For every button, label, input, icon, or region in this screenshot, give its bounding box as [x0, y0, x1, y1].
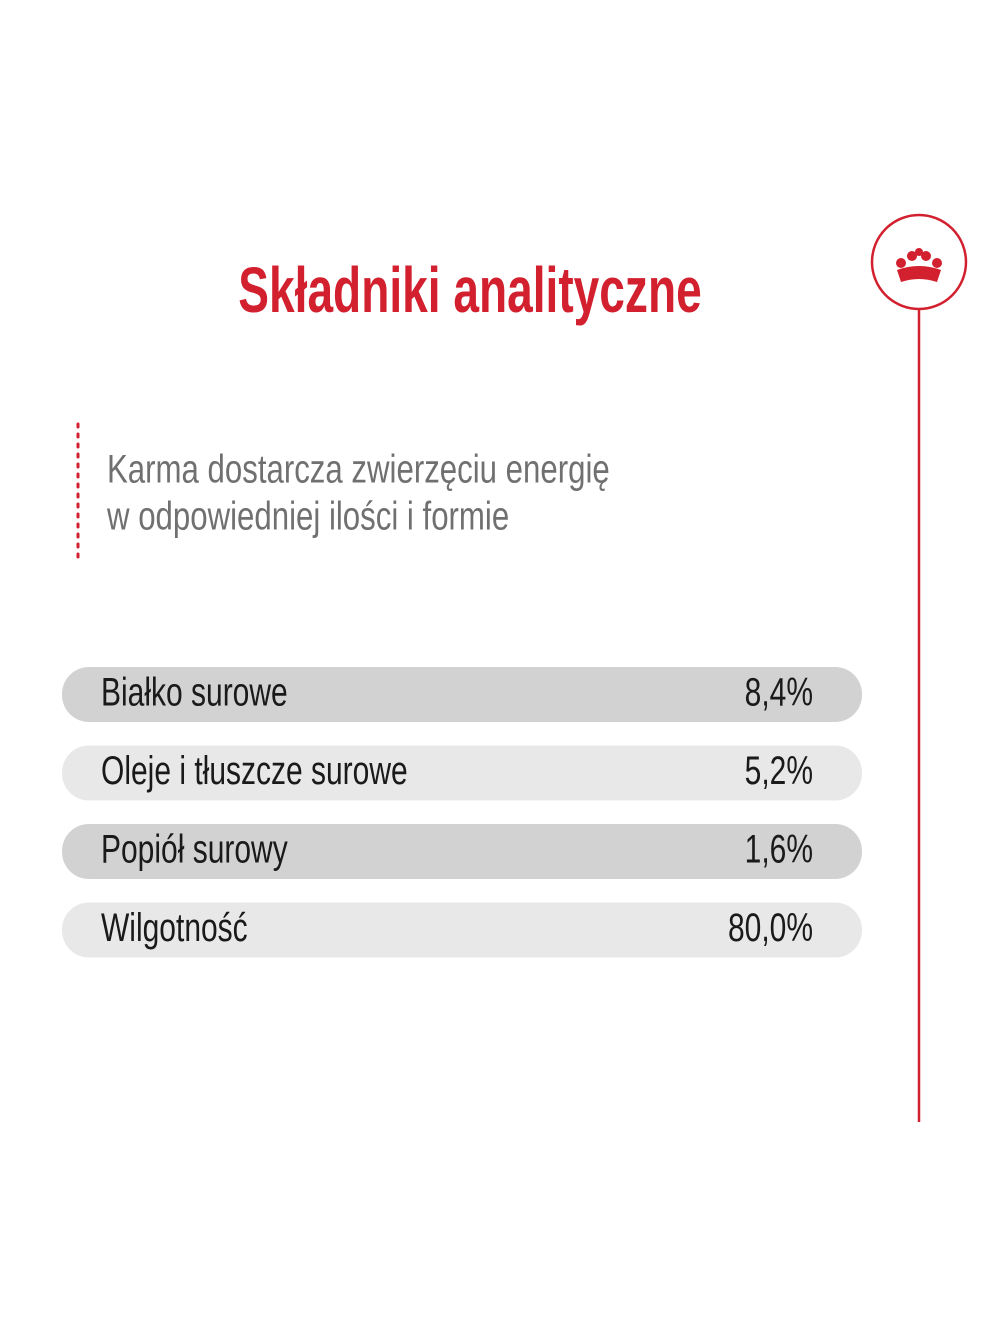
subtitle-line: w odpowiedniej ilości i formie — [106, 494, 509, 539]
table-row — [62, 667, 862, 722]
row-value: 8,4% — [745, 670, 813, 714]
row-label: Oleje i tłuszcze surowe — [101, 749, 408, 793]
row-value: 5,2% — [745, 749, 813, 793]
row-value: 80,0% — [728, 906, 813, 950]
row-label: Białko surowe — [101, 670, 288, 714]
logo — [870, 213, 968, 1122]
table-row — [62, 824, 862, 879]
content: Składniki analityczne Karma dostarcza zwi… — [62, 255, 862, 958]
title: Składniki analityczne — [238, 255, 701, 326]
subtitle-line: Karma dostarcza zwierzęciu energię — [107, 447, 610, 492]
table-row — [62, 745, 862, 801]
row-label: Wilgotność — [101, 906, 248, 950]
row-value: 1,6% — [745, 827, 813, 871]
row-label: Popiół surowy — [101, 827, 288, 871]
table-row — [62, 902, 862, 958]
